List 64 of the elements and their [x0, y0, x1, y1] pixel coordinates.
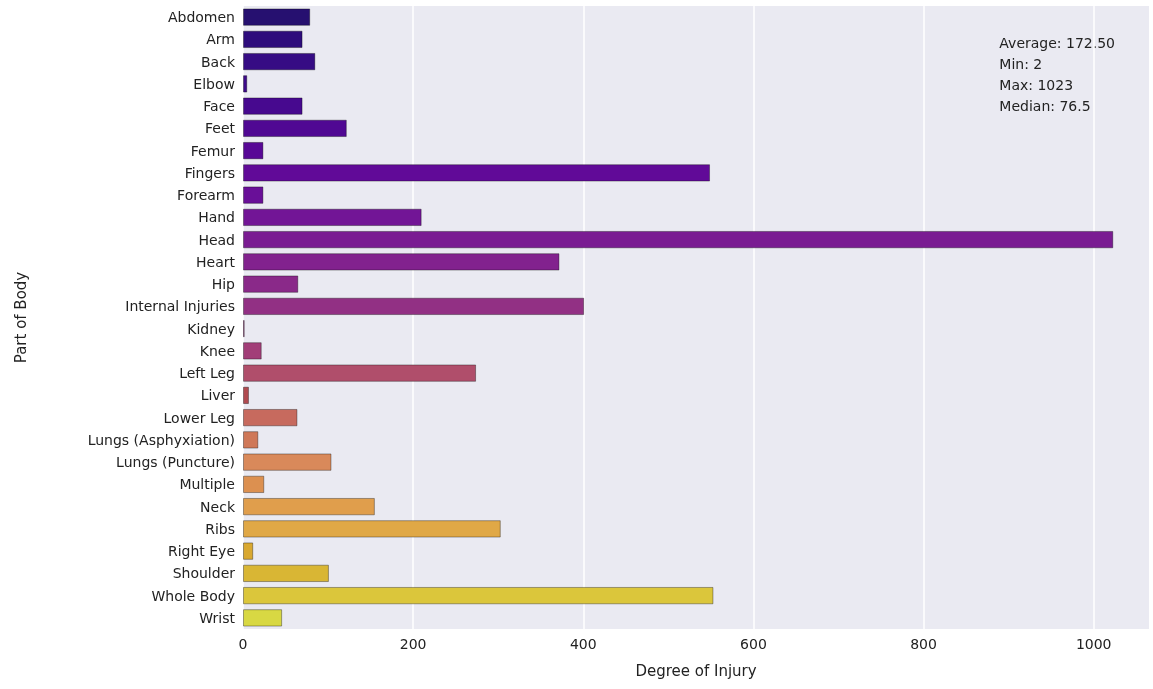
bar — [243, 8, 311, 26]
bar — [243, 453, 332, 471]
y-tick-label: Wrist — [199, 609, 236, 626]
bar — [243, 75, 248, 93]
bar — [243, 297, 585, 316]
y-tick-label: Whole Body — [151, 587, 235, 604]
annotation: Average: 172.50 Min: 2 Max: 1023 Median: 76.5 — [999, 34, 1116, 114]
bar — [243, 186, 264, 204]
y-tick-label: Feet — [204, 120, 236, 137]
bar — [243, 364, 477, 382]
bar — [243, 164, 711, 182]
y-tick-label: Lower Leg — [163, 409, 235, 426]
y-tick-label: Face — [203, 98, 235, 115]
bar — [243, 97, 303, 115]
bar — [243, 609, 283, 627]
y-tick-label: Lungs (Puncture) — [116, 454, 235, 471]
y-tick-label: Femur — [190, 142, 236, 159]
y-tick-label: Heart — [196, 253, 236, 270]
y-tick-label: Fingers — [184, 164, 235, 181]
bar — [243, 30, 303, 49]
bar — [243, 119, 347, 138]
y-tick-label: Arm — [206, 31, 235, 48]
y-tick-label: Abdomen — [167, 9, 235, 26]
bar — [243, 275, 299, 293]
y-tick-label: Internal Injuries — [125, 298, 235, 315]
bar — [243, 431, 259, 449]
y-tick-label: Hand — [198, 209, 235, 226]
y-tick-label: Hip — [211, 276, 236, 293]
x-tick-label: 600 — [740, 636, 767, 652]
y-tick-label: Multiple — [179, 476, 235, 493]
bar — [243, 586, 714, 605]
y-tick-label: Head — [198, 231, 235, 248]
y-tick-label: Right Eye — [167, 543, 235, 560]
bar — [243, 475, 265, 494]
y-tick-label: Back — [201, 53, 236, 70]
bar — [243, 542, 254, 560]
x-tick-label: 0 — [238, 636, 248, 652]
y-tick-label: Shoulder — [172, 565, 236, 582]
bar — [243, 408, 298, 427]
x-axis-title: Degree of Injury — [635, 661, 757, 680]
y-tick-label: Neck — [200, 498, 236, 515]
x-tick-label: 1000 — [1075, 636, 1112, 652]
bar — [243, 342, 262, 360]
bar — [243, 52, 316, 71]
bar — [243, 564, 329, 583]
bar — [243, 386, 249, 405]
bar — [243, 497, 375, 516]
x-tick-label: 200 — [399, 636, 427, 652]
bar — [243, 253, 560, 271]
y-axis-title: Part of Body — [11, 271, 30, 364]
y-tick-label: Ribs — [205, 520, 235, 537]
x-tick-label: 800 — [910, 636, 937, 652]
bar — [243, 208, 422, 227]
y-tick-label: Kidney — [187, 320, 235, 337]
y-tick-label: Lungs (Asphyxiation) — [87, 431, 235, 448]
y-tick-label: Liver — [200, 387, 236, 404]
bar — [243, 520, 501, 538]
bar — [243, 230, 1114, 249]
y-tick-label: Forearm — [177, 187, 235, 204]
y-tick-label: Elbow — [193, 75, 235, 92]
y-tick-label: Knee — [199, 342, 235, 359]
x-tick-label: 400 — [569, 636, 597, 652]
bar — [243, 141, 264, 160]
y-tick-label: Left Leg — [179, 365, 235, 382]
